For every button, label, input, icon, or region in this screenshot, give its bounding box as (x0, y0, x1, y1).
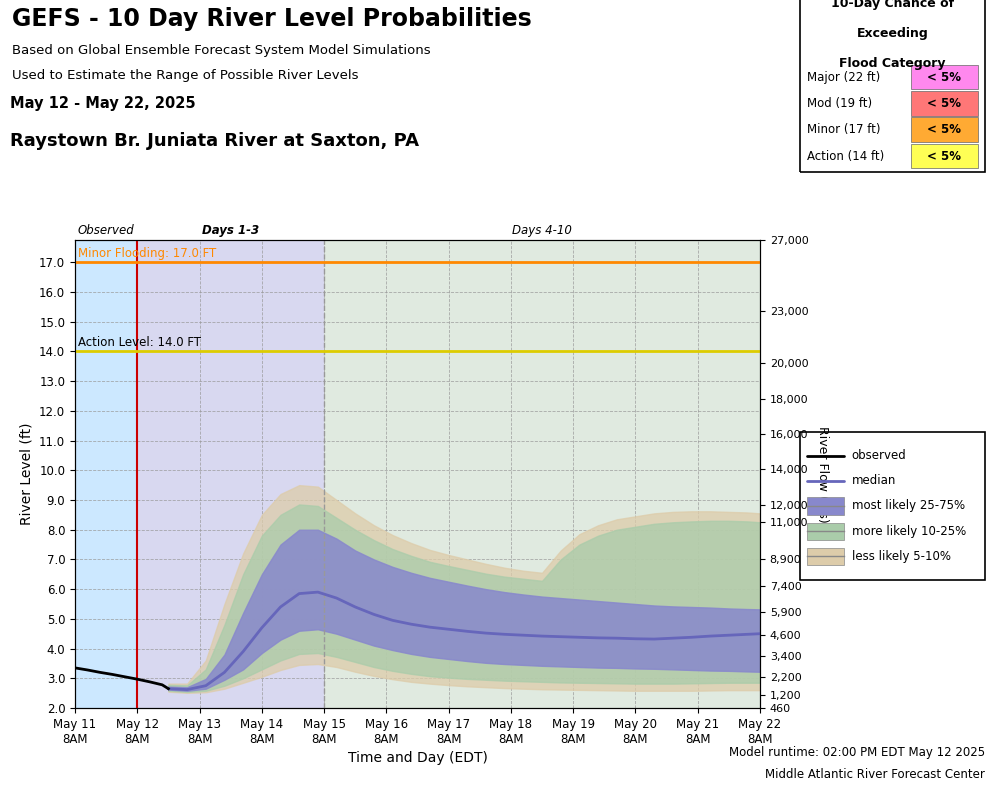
FancyBboxPatch shape (807, 522, 844, 540)
Text: Exceeding: Exceeding (857, 27, 928, 40)
FancyBboxPatch shape (807, 548, 844, 565)
Text: Middle Atlantic River Forecast Center: Middle Atlantic River Forecast Center (765, 768, 985, 781)
Text: GEFS - 10 Day River Level Probabilities: GEFS - 10 Day River Level Probabilities (12, 7, 532, 31)
Text: most likely 25-75%: most likely 25-75% (852, 499, 965, 513)
Text: observed: observed (852, 449, 907, 462)
Bar (137, 240, 324, 708)
Text: Major (22 ft): Major (22 ft) (807, 70, 881, 83)
Text: May 12 - May 22, 2025: May 12 - May 22, 2025 (10, 96, 196, 110)
Text: less likely 5-10%: less likely 5-10% (852, 550, 951, 563)
Text: Days 4-10: Days 4-10 (512, 224, 572, 238)
FancyBboxPatch shape (911, 144, 978, 168)
Y-axis label: River Level (ft): River Level (ft) (20, 422, 34, 526)
FancyBboxPatch shape (807, 498, 844, 514)
Text: Raystown Br. Juniata River at Saxton, PA: Raystown Br. Juniata River at Saxton, PA (10, 131, 419, 150)
Text: Mod (19 ft): Mod (19 ft) (807, 97, 873, 110)
Text: more likely 10-25%: more likely 10-25% (852, 525, 966, 538)
Text: < 5%: < 5% (927, 97, 961, 110)
Text: Action (14 ft): Action (14 ft) (807, 150, 885, 162)
Text: 10-Day Chance of: 10-Day Chance of (831, 0, 954, 10)
Bar (324, 240, 760, 708)
Text: Minor (17 ft): Minor (17 ft) (807, 123, 881, 136)
Text: Based on Global Ensemble Forecast System Model Simulations: Based on Global Ensemble Forecast System… (12, 44, 431, 57)
Text: Days 1-3: Days 1-3 (202, 224, 259, 238)
Text: < 5%: < 5% (927, 150, 961, 162)
Text: Observed: Observed (78, 224, 135, 238)
FancyBboxPatch shape (911, 91, 978, 115)
Text: Used to Estimate the Range of Possible River Levels: Used to Estimate the Range of Possible R… (12, 69, 358, 82)
FancyBboxPatch shape (911, 65, 978, 90)
Text: Model runtime: 02:00 PM EDT May 12 2025: Model runtime: 02:00 PM EDT May 12 2025 (729, 746, 985, 758)
Text: Flood Category: Flood Category (839, 58, 946, 70)
FancyBboxPatch shape (911, 118, 978, 142)
X-axis label: Time and Day (EDT): Time and Day (EDT) (348, 751, 487, 766)
Text: Action Level: 14.0 FT: Action Level: 14.0 FT (78, 336, 201, 349)
Text: < 5%: < 5% (927, 70, 961, 83)
Text: < 5%: < 5% (927, 123, 961, 136)
Y-axis label: River Flow (cfs): River Flow (cfs) (816, 426, 829, 522)
Text: Minor Flooding: 17.0 FT: Minor Flooding: 17.0 FT (78, 247, 216, 260)
Text: median: median (852, 474, 896, 487)
Bar (75, 240, 137, 708)
